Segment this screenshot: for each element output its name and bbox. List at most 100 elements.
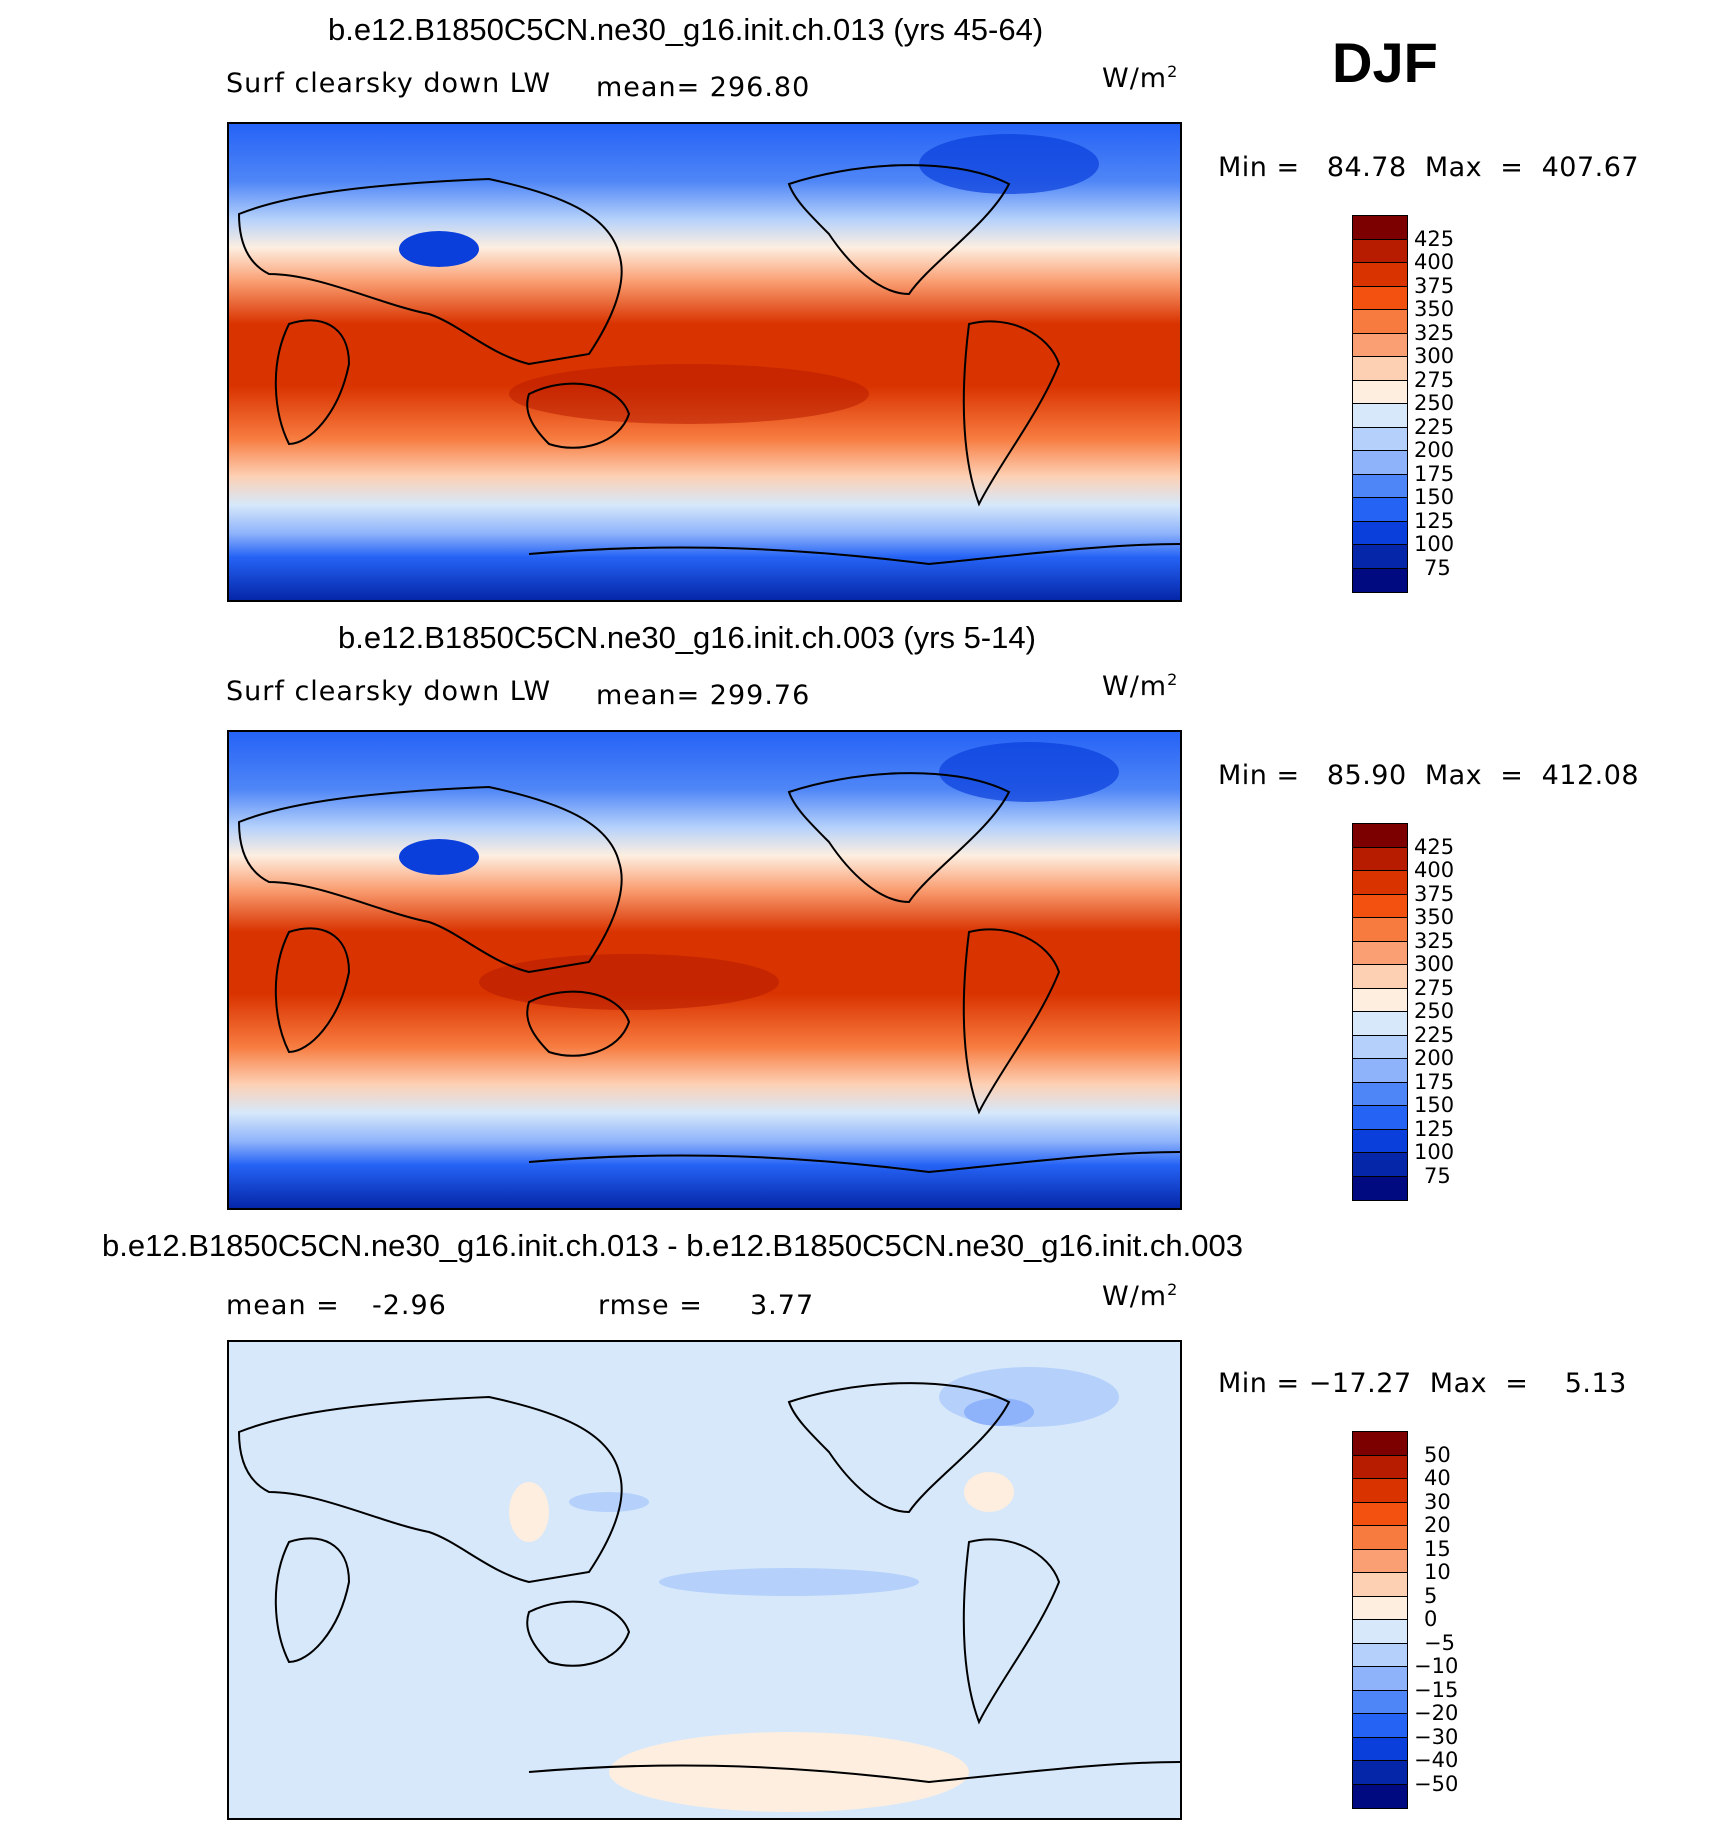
panel-1-variable: Surf clearsky down LW [226, 68, 552, 99]
panel-2-colorbar [1352, 823, 1408, 1201]
colorbar-tick-label: 30 [1424, 1489, 1451, 1514]
colorbar-swatch [1353, 474, 1407, 498]
colorbar-tick-label: 175 [1414, 1069, 1455, 1094]
colorbar-swatch [1353, 1620, 1407, 1644]
panel-1-title: b.e12.B1850C5CN.ne30_g16.init.ch.013 (yr… [328, 12, 1044, 47]
colorbar-tick-label: 275 [1414, 975, 1455, 1000]
colorbar-tick-label: 100 [1414, 1140, 1455, 1164]
colorbar-tick-label: 125 [1414, 1116, 1455, 1141]
panel-1-colorbar [1352, 215, 1408, 593]
colorbar-tick-label: 375 [1414, 273, 1455, 298]
colorbar-swatch [1353, 988, 1407, 1012]
panel-2-mean-value: 299.76 [709, 680, 811, 711]
colorbar-swatch [1353, 1153, 1407, 1177]
colorbar-swatch [1353, 871, 1407, 895]
colorbar-swatch [1353, 1129, 1407, 1153]
colorbar-tick-label: 275 [1414, 367, 1455, 392]
colorbar-tick-label: 250 [1414, 999, 1455, 1023]
panel-2-units-text: W/m [1102, 671, 1168, 702]
panel-1-units-sup: 2 [1167, 62, 1179, 81]
colorbar-swatch [1353, 1643, 1407, 1667]
panel-3-units-sup: 2 [1167, 1280, 1179, 1299]
panel-3-map [227, 1340, 1182, 1820]
colorbar-tick-label: −40 [1414, 1748, 1459, 1772]
colorbar-swatch [1353, 1573, 1407, 1597]
panel-1-units-text: W/m [1102, 63, 1168, 94]
colorbar-tick-label: −30 [1414, 1724, 1459, 1749]
panel-3-rmse-value: 3.77 [750, 1290, 815, 1321]
panel-2-variable: Surf clearsky down LW [226, 676, 552, 707]
panel-3-rmse-label: rmse = [598, 1290, 703, 1321]
colorbar-swatch [1353, 965, 1407, 989]
panel-3-map-field [229, 1342, 1180, 1818]
colorbar-swatch [1353, 380, 1407, 404]
panel-2-minmax: Min = 85.90 Max = 412.08 [1218, 760, 1640, 791]
colorbar-swatch [1353, 545, 1407, 569]
panel-1-mean: mean= 296.80 [596, 72, 810, 103]
colorbar-swatch [1353, 404, 1407, 428]
colorbar-swatch [1353, 824, 1407, 848]
panel-3-mean-value: -2.96 [372, 1290, 447, 1321]
colorbar-swatch [1353, 333, 1407, 357]
panel-2-mean-label: mean= [596, 680, 701, 711]
colorbar-tick-label: −20 [1414, 1701, 1459, 1725]
panel-3-colorbar [1352, 1431, 1408, 1809]
colorbar-swatch [1353, 1012, 1407, 1036]
colorbar-swatch [1353, 521, 1407, 545]
colorbar-tick-label: 225 [1414, 414, 1455, 439]
colorbar-swatch [1353, 286, 1407, 310]
colorbar-tick-label: 325 [1414, 928, 1455, 953]
panel-1-map-field [229, 124, 1180, 600]
colorbar-tick-label: 10 [1424, 1560, 1451, 1584]
panel-1-mean-label: mean= [596, 72, 701, 103]
colorbar-tick-label: 20 [1424, 1513, 1451, 1537]
colorbar-swatch [1353, 427, 1407, 451]
panel-3-units: W/m2 [1102, 1280, 1178, 1312]
colorbar-tick-label: −15 [1414, 1677, 1459, 1702]
panel-2-mean: mean= 299.76 [596, 680, 810, 711]
colorbar-swatch [1353, 568, 1407, 592]
season-label: DJF [1332, 31, 1438, 94]
colorbar-swatch [1353, 1106, 1407, 1130]
colorbar-swatch [1353, 451, 1407, 475]
colorbar-tick-label: 400 [1414, 858, 1455, 882]
colorbar-swatch [1353, 1176, 1407, 1200]
panel-1-mean-value: 296.80 [709, 72, 811, 103]
colorbar-swatch [1353, 941, 1407, 965]
colorbar-tick-label: 0 [1424, 1607, 1438, 1631]
panel-1-map [227, 122, 1182, 602]
colorbar-tick-label: −5 [1424, 1630, 1455, 1655]
colorbar-tick-label: 375 [1414, 881, 1455, 906]
colorbar-tick-label: 200 [1414, 1046, 1455, 1070]
colorbar-swatch [1353, 1059, 1407, 1083]
colorbar-swatch [1353, 216, 1407, 240]
colorbar-tick-label: 400 [1414, 250, 1455, 274]
colorbar-swatch [1353, 239, 1407, 263]
colorbar-swatch [1353, 357, 1407, 381]
panel-1-minmax: Min = 84.78 Max = 407.67 [1218, 152, 1640, 183]
colorbar-tick-label: 125 [1414, 508, 1455, 533]
colorbar-swatch [1353, 498, 1407, 522]
colorbar-swatch [1353, 847, 1407, 871]
colorbar-tick-label: 75 [1424, 555, 1451, 580]
panel-2-units: W/m2 [1102, 670, 1178, 702]
colorbar-tick-label: 250 [1414, 391, 1455, 415]
colorbar-swatch [1353, 1737, 1407, 1761]
colorbar-swatch [1353, 263, 1407, 287]
colorbar-tick-label: 350 [1414, 297, 1455, 321]
panel-2-title: b.e12.B1850C5CN.ne30_g16.init.ch.003 (yr… [338, 620, 1036, 655]
panel-1-units: W/m2 [1102, 62, 1178, 94]
colorbar-tick-label: 75 [1424, 1163, 1451, 1188]
colorbar-tick-label: 300 [1414, 952, 1455, 976]
colorbar-swatch [1353, 1082, 1407, 1106]
colorbar-tick-label: 425 [1414, 834, 1455, 859]
colorbar-swatch [1353, 1549, 1407, 1573]
panel-3-mean-label: mean = [226, 1290, 340, 1321]
panel-2-units-sup: 2 [1167, 670, 1179, 689]
panel-2-map [227, 730, 1182, 1210]
colorbar-swatch [1353, 1761, 1407, 1785]
colorbar-tick-label: 150 [1414, 1093, 1455, 1117]
colorbar-swatch [1353, 1479, 1407, 1503]
colorbar-swatch [1353, 1526, 1407, 1550]
colorbar-swatch [1353, 918, 1407, 942]
